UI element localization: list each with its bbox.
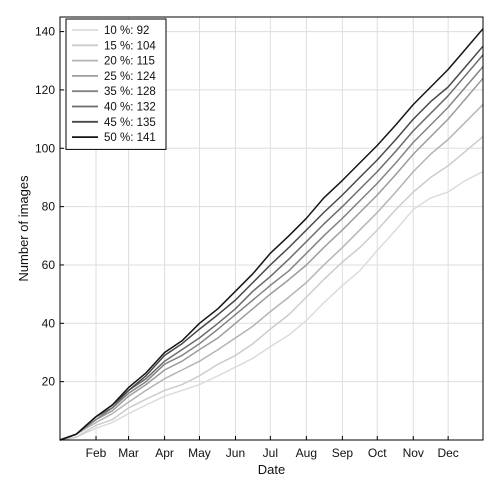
series-line-5: [59, 66, 484, 441]
series-line-3: [59, 103, 484, 441]
legend-entry-label: 15 %: 104: [104, 40, 156, 52]
legend-entry-label: 40 %: 132: [104, 102, 156, 114]
y-axis-label: Number of images: [16, 175, 31, 282]
x-tick-label: Sep: [332, 446, 354, 460]
y-tick-label: 20: [42, 375, 56, 389]
series-line-7: [59, 45, 484, 441]
x-axis-label: Date: [258, 462, 285, 477]
x-tick-label: Mar: [118, 446, 139, 460]
axis-ticks: Feb Mar Apr May Jun Jul Aug Sep Oct Nov Dec 20 40 60 8…: [35, 25, 459, 460]
series-line-1: [59, 170, 484, 441]
x-tick-label: Dec: [437, 446, 458, 460]
x-tick-label: Nov: [403, 446, 424, 460]
y-tick-label: 120: [35, 83, 55, 97]
legend: 10 %: 92 15 %: 104 20 %: 115 25 %: 124 35 %:…: [65, 18, 167, 150]
y-tick-label: 80: [42, 200, 56, 214]
legend-entry-label: 50 %: 141: [104, 132, 156, 144]
series-lines: [59, 28, 484, 441]
legend-entry-label: 45 %: 135: [104, 117, 156, 129]
x-tick-label: Oct: [368, 446, 387, 460]
legend-entry-label: 20 %: 115: [104, 56, 155, 68]
legend-entry-label: 35 %: 128: [104, 86, 156, 98]
series-line-2: [59, 136, 484, 441]
series-line-8: [59, 28, 484, 441]
legend-entry-label: 25 %: 124: [104, 71, 156, 83]
plot-frame: [59, 16, 484, 441]
y-tick-label: 140: [35, 25, 55, 39]
x-tick-label: Jul: [263, 446, 278, 460]
x-tick-label: Aug: [296, 446, 317, 460]
y-tick-label: 60: [42, 258, 56, 272]
x-tick-label: May: [188, 446, 211, 460]
legend-entry-label: 10 %: 92: [104, 25, 149, 37]
x-tick-label: Feb: [86, 446, 107, 460]
y-tick-label: 40: [42, 316, 56, 330]
x-tick-label: Apr: [155, 446, 174, 460]
series-line-4: [59, 77, 484, 441]
legend-box: [65, 18, 167, 150]
y-tick-label: 100: [35, 141, 55, 155]
x-tick-label: Jun: [226, 446, 245, 460]
